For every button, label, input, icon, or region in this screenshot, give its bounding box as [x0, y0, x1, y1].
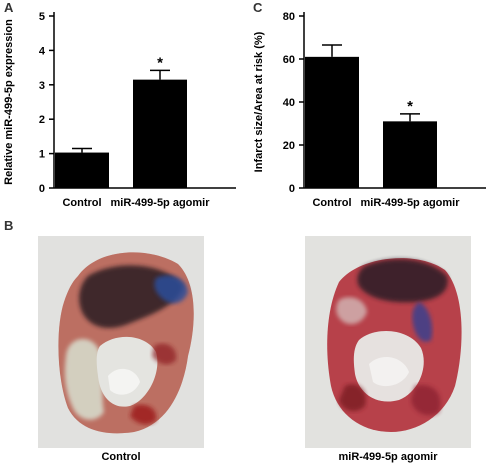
y-axis-label: Infarct size/Area at risk (%) [253, 31, 265, 172]
y-tick-label: 0 [289, 183, 295, 195]
x-category-label: Control [62, 197, 101, 209]
photo-label-agomir: miR-499-5p agomir [338, 451, 438, 463]
bar-control [305, 56, 359, 188]
x-category-label: miR-499-5p agomir [360, 197, 460, 209]
y-tick-label: 3 [39, 80, 45, 92]
photo-label-control: Control [101, 451, 141, 463]
y-tick-label: 5 [39, 11, 45, 23]
y-tick-label: 4 [39, 45, 46, 57]
y-tick-label: 40 [283, 97, 295, 109]
photo-control-heart-slice [38, 236, 204, 448]
y-tick-label: 2 [39, 114, 45, 126]
y-tick-label: 20 [283, 140, 295, 152]
y-tick-label: 0 [39, 183, 45, 195]
bar-agomir [133, 79, 187, 188]
y-tick-label: 80 [283, 11, 295, 23]
panel-letter-b: B [4, 218, 14, 233]
photo-agomir-heart-slice [305, 236, 471, 448]
chart-c-infarct-size: 0 20 40 60 80 Infarct size/Area at risk (%) Co… [253, 11, 486, 209]
y-axis-label: Relative miR-499-5p expression [3, 19, 15, 185]
x-category-label: Control [312, 197, 351, 209]
x-category-label: miR-499-5p agomir [110, 197, 210, 209]
significance-marker: * [157, 54, 163, 71]
bar-agomir [383, 121, 437, 188]
chart-a-relative-expression: 0 1 2 3 4 5 Relative miR-499-5p expression Cont… [3, 11, 236, 209]
y-tick-label: 1 [39, 149, 45, 161]
bar-control [55, 152, 109, 188]
panel-letter-a: A [4, 0, 14, 15]
y-tick-label: 60 [283, 54, 295, 66]
panel-letter-c: C [253, 0, 263, 15]
significance-marker: * [407, 98, 413, 115]
